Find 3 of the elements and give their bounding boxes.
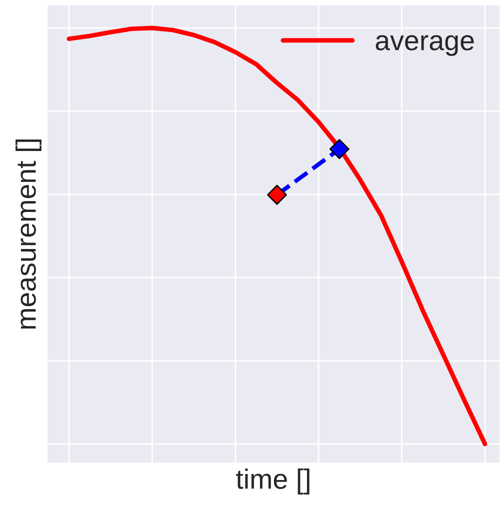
x-axis-title: time [] bbox=[236, 468, 310, 494]
y-axis-title: measurement [] bbox=[16, 139, 42, 329]
legend-label: average bbox=[376, 35, 474, 56]
